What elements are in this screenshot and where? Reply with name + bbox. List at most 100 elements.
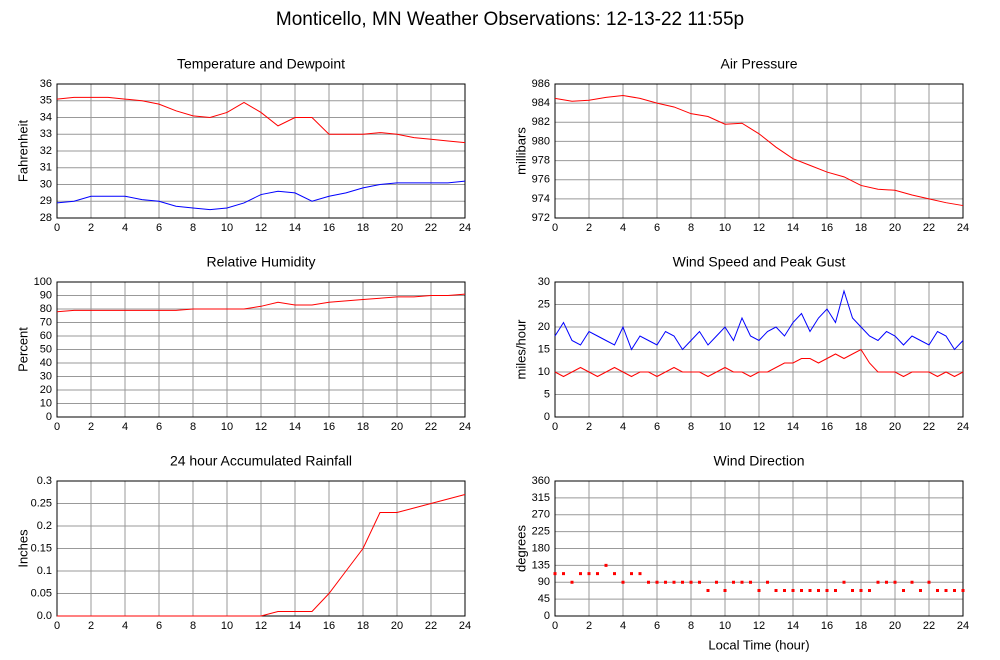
x-tick-label: 8 bbox=[688, 620, 694, 632]
x-tick-label: 2 bbox=[88, 620, 94, 632]
x-tick-label: 24 bbox=[957, 421, 969, 433]
y-tick-label: 36 bbox=[40, 78, 52, 90]
y-tick-label: 0.3 bbox=[37, 475, 52, 487]
data-point bbox=[910, 580, 914, 584]
x-tick-label: 22 bbox=[425, 222, 437, 234]
x-tick-label: 2 bbox=[88, 222, 94, 234]
data-point bbox=[783, 589, 786, 592]
data-line bbox=[56, 293, 466, 313]
data-point bbox=[647, 580, 650, 584]
y-tick-label: 0.1 bbox=[37, 565, 52, 577]
chart-title: Air Pressure bbox=[720, 56, 797, 72]
data-point bbox=[800, 589, 803, 592]
y-axis-label: Fahrenheit bbox=[15, 120, 30, 183]
x-tick-label: 16 bbox=[821, 620, 833, 632]
x-tick-label: 22 bbox=[923, 222, 935, 234]
data-point bbox=[562, 572, 565, 576]
x-tick-label: 0 bbox=[54, 620, 60, 632]
data-point bbox=[757, 589, 761, 592]
plot-frame bbox=[554, 83, 964, 219]
x-tick-label: 12 bbox=[255, 421, 267, 433]
data-point bbox=[604, 563, 608, 567]
x-tick-label: 0 bbox=[552, 222, 558, 234]
data-line bbox=[554, 348, 964, 378]
y-tick-label: 90 bbox=[40, 289, 52, 301]
x-tick-label: 2 bbox=[88, 421, 94, 433]
x-tick-label: 14 bbox=[787, 421, 799, 433]
x-tick-label: 20 bbox=[889, 222, 901, 234]
data-point bbox=[749, 580, 752, 584]
x-tick-label: 18 bbox=[357, 620, 369, 632]
y-tick-label: 982 bbox=[532, 116, 550, 128]
data-point bbox=[859, 589, 863, 592]
x-tick-label: 12 bbox=[753, 222, 765, 234]
y-tick-label: 50 bbox=[40, 343, 52, 355]
data-point bbox=[851, 589, 854, 592]
x-tick-label: 16 bbox=[323, 222, 335, 234]
x-axis-label: Local Time (hour) bbox=[708, 637, 809, 652]
data-point bbox=[876, 580, 880, 584]
x-tick-label: 18 bbox=[357, 421, 369, 433]
x-tick-label: 8 bbox=[688, 222, 694, 234]
x-tick-label: 10 bbox=[719, 222, 731, 234]
y-tick-label: 33 bbox=[40, 128, 52, 140]
y-tick-label: 0.15 bbox=[31, 542, 52, 554]
x-tick-label: 8 bbox=[190, 222, 196, 234]
data-point bbox=[587, 572, 591, 576]
data-point bbox=[596, 572, 599, 576]
data-point bbox=[902, 589, 905, 592]
y-tick-label: 225 bbox=[532, 526, 550, 538]
data-point bbox=[766, 580, 769, 584]
x-tick-label: 10 bbox=[719, 620, 731, 632]
x-tick-label: 12 bbox=[753, 421, 765, 433]
x-tick-label: 18 bbox=[855, 620, 867, 632]
x-tick-label: 4 bbox=[620, 222, 626, 234]
plot-frame bbox=[56, 281, 466, 418]
y-tick-label: 20 bbox=[538, 321, 550, 333]
y-tick-label: 30 bbox=[40, 178, 52, 190]
data-point bbox=[893, 580, 897, 584]
x-tick-label: 8 bbox=[190, 620, 196, 632]
chart-title: Relative Humidity bbox=[207, 254, 316, 270]
x-tick-label: 24 bbox=[957, 222, 969, 234]
x-tick-label: 6 bbox=[156, 421, 162, 433]
x-tick-label: 10 bbox=[221, 620, 233, 632]
chart-title: Temperature and Dewpoint bbox=[177, 56, 345, 72]
x-tick-label: 8 bbox=[190, 421, 196, 433]
x-tick-label: 6 bbox=[156, 620, 162, 632]
x-tick-label: 10 bbox=[221, 222, 233, 234]
data-point bbox=[817, 589, 820, 592]
data-point bbox=[808, 589, 812, 592]
chart-title: Wind Speed and Peak Gust bbox=[673, 254, 846, 270]
y-tick-label: 978 bbox=[532, 154, 550, 166]
x-tick-label: 0 bbox=[552, 421, 558, 433]
x-tick-label: 16 bbox=[821, 421, 833, 433]
y-tick-label: 270 bbox=[532, 509, 550, 521]
x-tick-label: 6 bbox=[654, 620, 660, 632]
x-tick-label: 6 bbox=[654, 222, 660, 234]
y-tick-label: 0.25 bbox=[31, 497, 52, 509]
data-line bbox=[57, 494, 466, 617]
x-tick-label: 22 bbox=[923, 421, 935, 433]
y-tick-label: 10 bbox=[538, 366, 550, 378]
y-tick-label: 5 bbox=[544, 388, 550, 400]
x-tick-label: 20 bbox=[391, 222, 403, 234]
x-tick-label: 12 bbox=[255, 620, 267, 632]
y-tick-label: 40 bbox=[40, 357, 52, 369]
data-point bbox=[834, 589, 837, 592]
data-point bbox=[570, 580, 574, 584]
x-tick-label: 0 bbox=[54, 222, 60, 234]
x-tick-label: 24 bbox=[459, 222, 471, 234]
y-axis-label: Inches bbox=[15, 529, 30, 568]
y-tick-label: 315 bbox=[532, 492, 550, 504]
y-tick-label: 29 bbox=[40, 195, 52, 207]
y-tick-label: 90 bbox=[538, 576, 550, 588]
data-point bbox=[681, 580, 684, 584]
data-line bbox=[56, 96, 466, 144]
y-tick-label: 976 bbox=[532, 174, 550, 186]
data-point bbox=[723, 589, 727, 592]
y-axis-label: millibars bbox=[513, 127, 528, 175]
y-tick-label: 360 bbox=[532, 475, 550, 487]
